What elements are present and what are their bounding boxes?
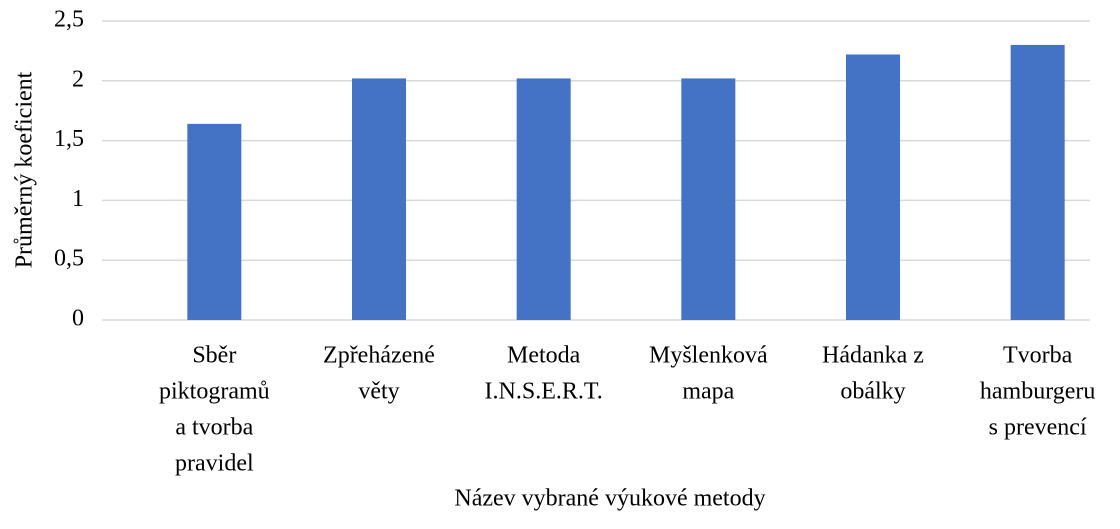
y-tick-label: 0,5	[54, 246, 84, 272]
bar	[352, 78, 406, 321]
y-tick-label: 2,5	[54, 7, 84, 33]
x-axis-label: Název vybrané výukové metody	[454, 486, 765, 512]
y-axis-label: Průměrný koeficient	[12, 71, 38, 268]
x-tick-label: a tvorba	[175, 415, 253, 441]
x-tick-label: obálky	[840, 379, 905, 405]
x-tick-label: s prevencí	[989, 415, 1087, 441]
x-tick-label: Hádanka z	[822, 343, 924, 369]
x-tick-label: Zpřeházené	[323, 343, 435, 369]
bar	[846, 54, 900, 320]
x-tick-label: Sběr	[192, 343, 236, 369]
y-tick-label: 1	[72, 186, 84, 212]
bar	[187, 123, 242, 320]
bar	[681, 78, 736, 321]
x-tick-label: pravidel	[175, 451, 254, 477]
x-tick-label: I.N.S.E.R.T.	[485, 379, 603, 405]
x-tick-label: Myšlenková	[649, 343, 768, 369]
x-tick-label: hamburgeru	[980, 379, 1096, 405]
x-tick-label: Metoda	[507, 343, 581, 369]
bar	[516, 78, 571, 321]
x-tick-label: věty	[358, 379, 399, 405]
y-tick-label: 1,5	[54, 126, 84, 152]
bar	[1010, 44, 1065, 321]
x-tick-label: piktogramů	[159, 379, 270, 405]
y-tick-label: 2	[72, 66, 84, 92]
x-tick-label: mapa	[682, 379, 734, 405]
y-tick-label: 0	[72, 306, 84, 332]
x-tick-label: Tvorba	[1003, 343, 1073, 369]
